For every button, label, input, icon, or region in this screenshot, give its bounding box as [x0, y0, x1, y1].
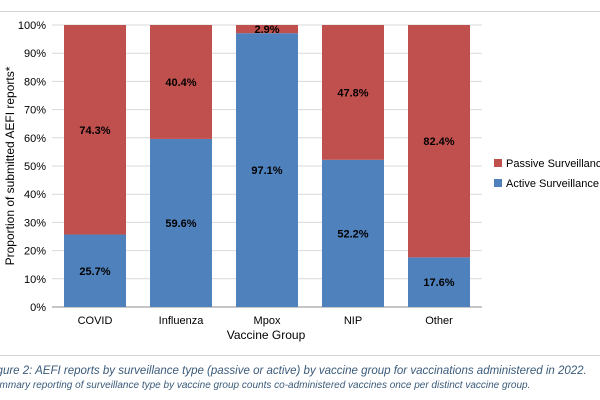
figure-caption: igure 2: AEFI reports by surveillance ty…	[0, 365, 587, 377]
data-label: 17.6%	[423, 277, 454, 289]
legend: Passive Surveillance Active Surveillance	[494, 158, 600, 190]
bar-influenza-passive-surveillance	[150, 25, 212, 139]
data-label: 74.3%	[79, 125, 110, 137]
y-tick-label: 80%	[24, 76, 46, 88]
bar-other-passive-surveillance	[408, 25, 470, 258]
figure-caption-note: ummary reporting of surveillance type by…	[0, 380, 531, 391]
bar-nip-passive-surveillance	[322, 25, 384, 160]
bar-mpox-passive-surveillance	[236, 25, 298, 34]
y-tick-label: 50%	[24, 161, 46, 173]
y-tick-label: 60%	[24, 133, 46, 145]
x-tick-label: Other	[425, 315, 453, 327]
y-tick-label: 70%	[24, 105, 46, 117]
data-label: 47.8%	[337, 87, 368, 99]
data-label: 2.9%	[254, 24, 279, 36]
y-tick-label: 30%	[24, 217, 46, 229]
caption-divider	[0, 355, 600, 356]
stacked-bar-chart: 0% 10% 20% 30% 40% 50% 60% 70% 80% 90% 100% 25.7% 7…	[3, 20, 600, 342]
y-tick-label: 0%	[30, 302, 46, 314]
bar-influenza-active-surveillance	[150, 138, 212, 307]
y-tick-label: 40%	[24, 189, 46, 201]
y-axis-ticks: 0% 10% 20% 30% 40% 50% 60% 70% 80% 90% 100%	[18, 20, 46, 314]
y-axis-title: Proportion of submitted AEFI reports*	[3, 66, 17, 265]
legend-label: Active Surveillance	[506, 178, 599, 190]
data-label: 82.4%	[423, 136, 454, 148]
bar-other-active-surveillance	[408, 257, 470, 307]
data-label: 97.1%	[251, 165, 282, 177]
x-axis-title: Vaccine Group	[227, 328, 306, 342]
y-tick-label: 20%	[24, 246, 46, 258]
data-label: 59.6%	[165, 218, 196, 230]
top-divider	[0, 11, 600, 12]
legend-swatch	[494, 179, 502, 187]
x-tick-label: Mpox	[254, 315, 281, 327]
x-tick-label: NIP	[344, 315, 362, 327]
data-label: 52.2%	[337, 228, 368, 240]
legend-swatch	[494, 159, 502, 167]
bar-mpox-active-surveillance	[236, 33, 298, 307]
data-label: 40.4%	[165, 77, 196, 89]
y-tick-label: 90%	[24, 48, 46, 60]
x-tick-label: COVID	[78, 315, 113, 327]
bar-covid-active-surveillance	[64, 234, 126, 307]
legend-label: Passive Surveillance	[506, 158, 600, 170]
x-tick-label: Influenza	[159, 315, 205, 327]
data-label: 25.7%	[79, 266, 110, 278]
bar-nip-active-surveillance	[322, 159, 384, 307]
x-axis-ticks: COVID Influenza Mpox NIP Other	[78, 315, 454, 327]
y-tick-label: 100%	[18, 20, 46, 32]
bar-covid-passive-surveillance	[64, 25, 126, 235]
y-tick-label: 10%	[24, 274, 46, 286]
bars: 25.7% 74.3% 59.6% 40.4% 97.1% 2.9% 52.2% 47.8% 1…	[64, 24, 470, 307]
